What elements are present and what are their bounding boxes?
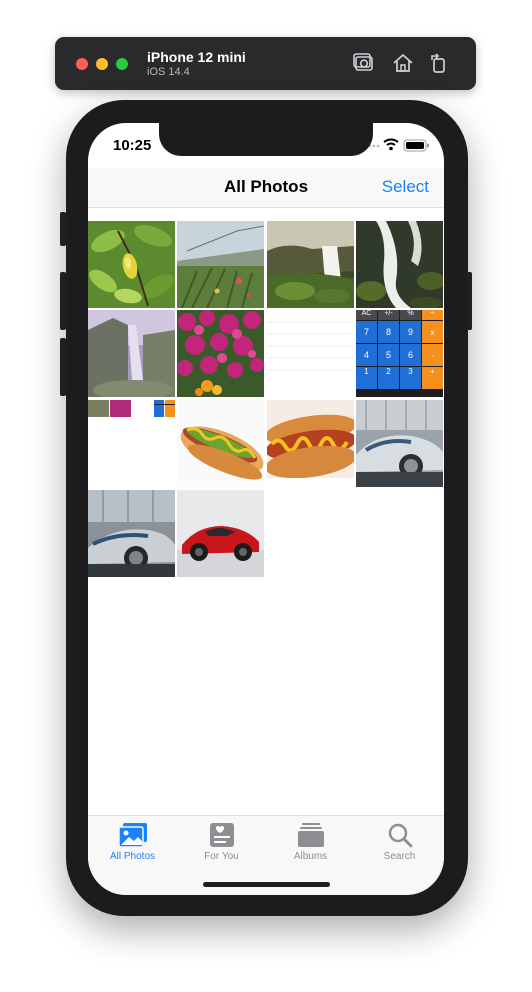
calc-key-percent: % bbox=[400, 310, 421, 320]
tab-label-search: Search bbox=[383, 851, 416, 862]
photo-coastal-meadow[interactable] bbox=[177, 221, 264, 308]
notch bbox=[159, 123, 373, 156]
device-name: iPhone 12 mini bbox=[147, 49, 246, 65]
navigation-bar: All Photos Select bbox=[88, 168, 444, 208]
photo-concept-car-garage[interactable] bbox=[88, 490, 175, 577]
tab-albums[interactable]: Albums bbox=[266, 822, 355, 872]
home-icon[interactable] bbox=[391, 51, 415, 75]
tab-label-albums: Albums bbox=[293, 851, 328, 862]
tab-for-you[interactable]: For You bbox=[177, 822, 266, 872]
calc-key-8: 8 bbox=[378, 321, 399, 343]
calc-key-5: 5 bbox=[378, 344, 399, 366]
search-icon bbox=[388, 823, 412, 848]
tab-label-all-photos: All Photos bbox=[109, 851, 156, 862]
device-screen: 10:25 All Photos Select bbox=[88, 123, 444, 895]
simulator-title-bar: iPhone 12 mini iOS 14.4 bbox=[55, 37, 476, 90]
calc-key-7: 7 bbox=[356, 321, 377, 343]
calc-key-1: 1 bbox=[356, 367, 377, 389]
screenshot-icon[interactable] bbox=[352, 51, 376, 75]
photo-misty-waterfall[interactable] bbox=[88, 310, 175, 397]
photo-waterfall-cliff[interactable] bbox=[267, 221, 354, 308]
calc-key-sign: +/- bbox=[378, 310, 399, 320]
calc-key-9: 9 bbox=[400, 321, 421, 343]
power-button bbox=[466, 272, 472, 330]
photo-pink-flowers[interactable] bbox=[177, 310, 264, 397]
photo-hotdog-plate[interactable] bbox=[177, 400, 264, 487]
calc-key-ac: AC bbox=[356, 310, 377, 320]
mute-switch bbox=[60, 212, 66, 246]
photo-lemon-tree[interactable] bbox=[88, 221, 175, 308]
tab-label-for-you: For You bbox=[204, 851, 239, 862]
volume-down-button bbox=[60, 338, 66, 396]
minimize-window-button[interactable] bbox=[96, 58, 108, 70]
status-icons bbox=[364, 138, 429, 152]
calc-key-divide: ÷ bbox=[422, 310, 443, 320]
for-you-icon bbox=[209, 823, 234, 847]
photos-icon bbox=[117, 823, 147, 848]
calc-key-plus: + bbox=[422, 367, 443, 389]
calc-key-4: 4 bbox=[356, 344, 377, 366]
os-version: iOS 14.4 bbox=[147, 66, 190, 78]
photo-rocky-waterfall[interactable] bbox=[356, 221, 443, 308]
rotate-icon[interactable] bbox=[427, 51, 451, 75]
close-window-button[interactable] bbox=[76, 58, 88, 70]
photo-silver-concept-car[interactable] bbox=[356, 400, 443, 487]
zoom-window-button[interactable] bbox=[116, 58, 128, 70]
calc-key-minus: - bbox=[422, 344, 443, 366]
page-title: All Photos bbox=[223, 177, 309, 196]
photo-photos-app-screenshot[interactable] bbox=[88, 400, 175, 487]
calc-key-multiply: x bbox=[422, 321, 443, 343]
photo-hotdog-mustard[interactable] bbox=[267, 400, 354, 487]
status-time: 10:25 bbox=[113, 137, 152, 154]
home-indicator[interactable] bbox=[203, 882, 330, 887]
calc-key-2: 2 bbox=[378, 367, 399, 389]
tab-search[interactable]: Search bbox=[355, 822, 444, 872]
photo-calculator-screenshot[interactable]: AC +/- % ÷ 7 8 9 x 4 5 6 - 1 2 3 + bbox=[356, 310, 443, 397]
photo-red-sports-car[interactable] bbox=[177, 490, 264, 577]
tab-bar: All Photos For You Albums Sea bbox=[88, 815, 444, 895]
albums-icon bbox=[297, 823, 324, 847]
volume-up-button bbox=[60, 272, 66, 330]
select-button[interactable]: Select bbox=[381, 177, 429, 196]
calc-key-6: 6 bbox=[400, 344, 421, 366]
tab-all-photos[interactable]: All Photos bbox=[88, 822, 177, 872]
photo-blank-screenshot[interactable] bbox=[267, 310, 354, 397]
calc-key-3: 3 bbox=[400, 367, 421, 389]
